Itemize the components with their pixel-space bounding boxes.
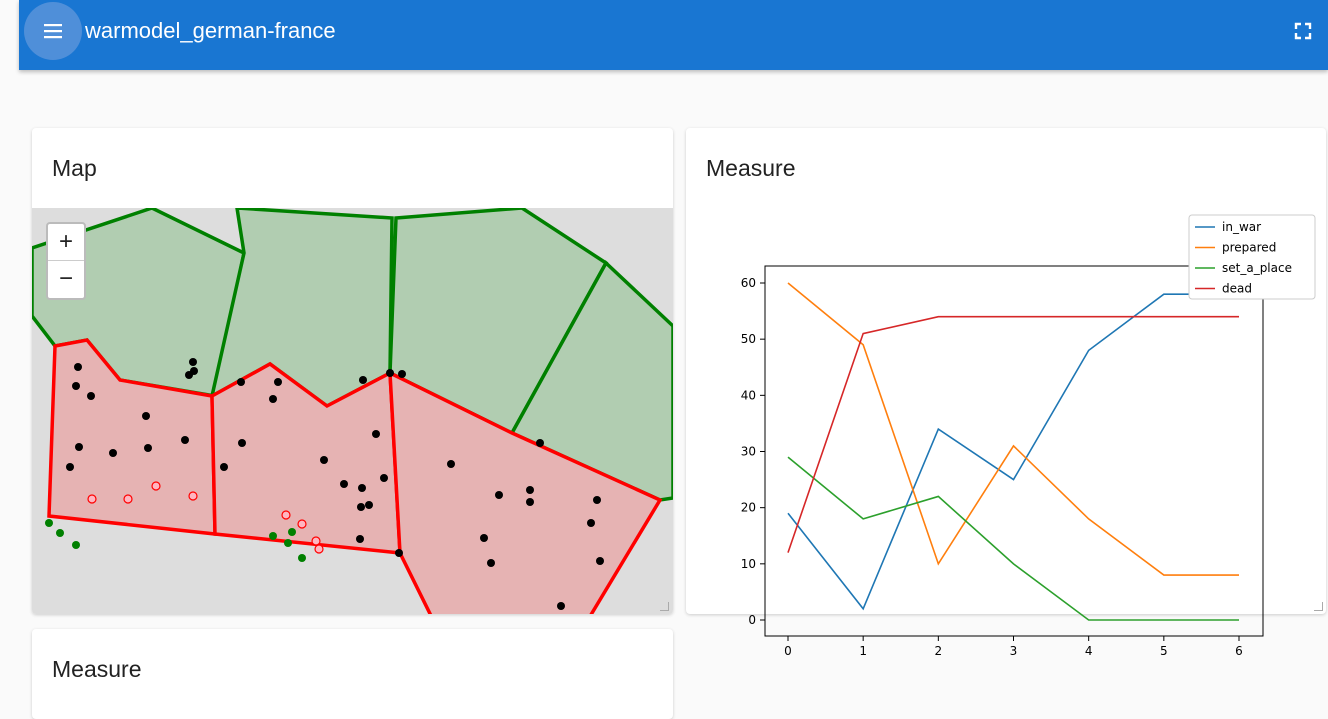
app-bar: warmodel_german-france [19, 0, 1328, 70]
fullscreen-button[interactable] [1294, 22, 1312, 40]
fullscreen-icon [1294, 22, 1312, 40]
resize-handle[interactable] [660, 602, 669, 611]
agent-dots [66, 358, 604, 610]
map-card-title: Map [52, 155, 97, 181]
x-tick-label: 3 [1010, 644, 1018, 658]
green-dots [45, 519, 306, 562]
x-tick-label: 2 [935, 644, 943, 658]
measure-card-2-title: Measure [52, 656, 142, 682]
hamburger-menu-icon [44, 24, 62, 39]
red-regions [47, 338, 663, 614]
zoom-control: + − [46, 222, 86, 300]
x-tick-label: 6 [1235, 644, 1243, 658]
resize-handle[interactable] [1314, 602, 1323, 611]
zoom-out-button[interactable]: − [58, 265, 73, 292]
measure-card-title: Measure [706, 155, 796, 181]
y-tick-label: 0 [748, 613, 756, 627]
map-view[interactable]: + − [32, 208, 673, 614]
pink-dots [87, 481, 324, 554]
measure-card-2: Measure [32, 629, 673, 719]
green-regions [32, 208, 673, 502]
x-tick-label: 1 [859, 644, 867, 658]
map-card: Map [32, 128, 673, 614]
measure-card: Measure [686, 128, 1326, 614]
menu-button[interactable] [24, 2, 82, 60]
x-tick-label: 5 [1160, 644, 1168, 658]
x-tick-label: 0 [784, 644, 792, 658]
x-tick-label: 4 [1085, 644, 1093, 658]
app-title: warmodel_german-france [85, 18, 336, 43]
zoom-in-button[interactable]: + [48, 224, 84, 261]
map-canvas[interactable] [32, 208, 673, 614]
